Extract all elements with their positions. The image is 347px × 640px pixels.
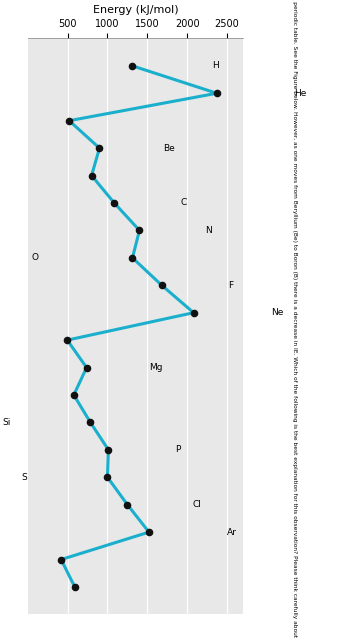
Point <box>71 390 77 400</box>
Text: Cl: Cl <box>193 500 201 509</box>
Text: Si: Si <box>3 418 11 427</box>
Point <box>159 280 164 291</box>
X-axis label: Energy (kJ/mol): Energy (kJ/mol) <box>93 5 178 15</box>
Text: He: He <box>294 89 306 98</box>
Point <box>214 88 220 99</box>
Point <box>130 253 135 263</box>
Text: S: S <box>21 473 27 482</box>
Point <box>111 198 117 208</box>
Point <box>191 308 196 318</box>
Point <box>72 582 77 592</box>
Point <box>125 500 130 510</box>
Text: Mg: Mg <box>149 363 163 372</box>
Point <box>89 170 94 180</box>
Point <box>105 472 110 483</box>
Point <box>146 527 152 537</box>
Text: Ne: Ne <box>271 308 283 317</box>
Text: Be: Be <box>163 143 175 152</box>
Point <box>97 143 102 153</box>
Text: H: H <box>212 61 219 70</box>
Point <box>105 445 111 455</box>
Point <box>129 61 135 71</box>
Point <box>137 225 142 236</box>
Point <box>58 554 64 564</box>
Point <box>65 335 70 345</box>
Point <box>87 417 93 428</box>
Text: P: P <box>175 445 180 454</box>
Text: N: N <box>205 226 212 235</box>
Text: O: O <box>32 253 39 262</box>
Text: Ar: Ar <box>227 527 237 536</box>
Point <box>66 116 72 126</box>
Point <box>84 362 89 372</box>
Text: In general, ionization energies (IEs) increase from left to right in the periodi: In general, ionization energies (IEs) in… <box>293 0 297 640</box>
Text: C: C <box>181 198 187 207</box>
Text: F: F <box>229 281 234 290</box>
